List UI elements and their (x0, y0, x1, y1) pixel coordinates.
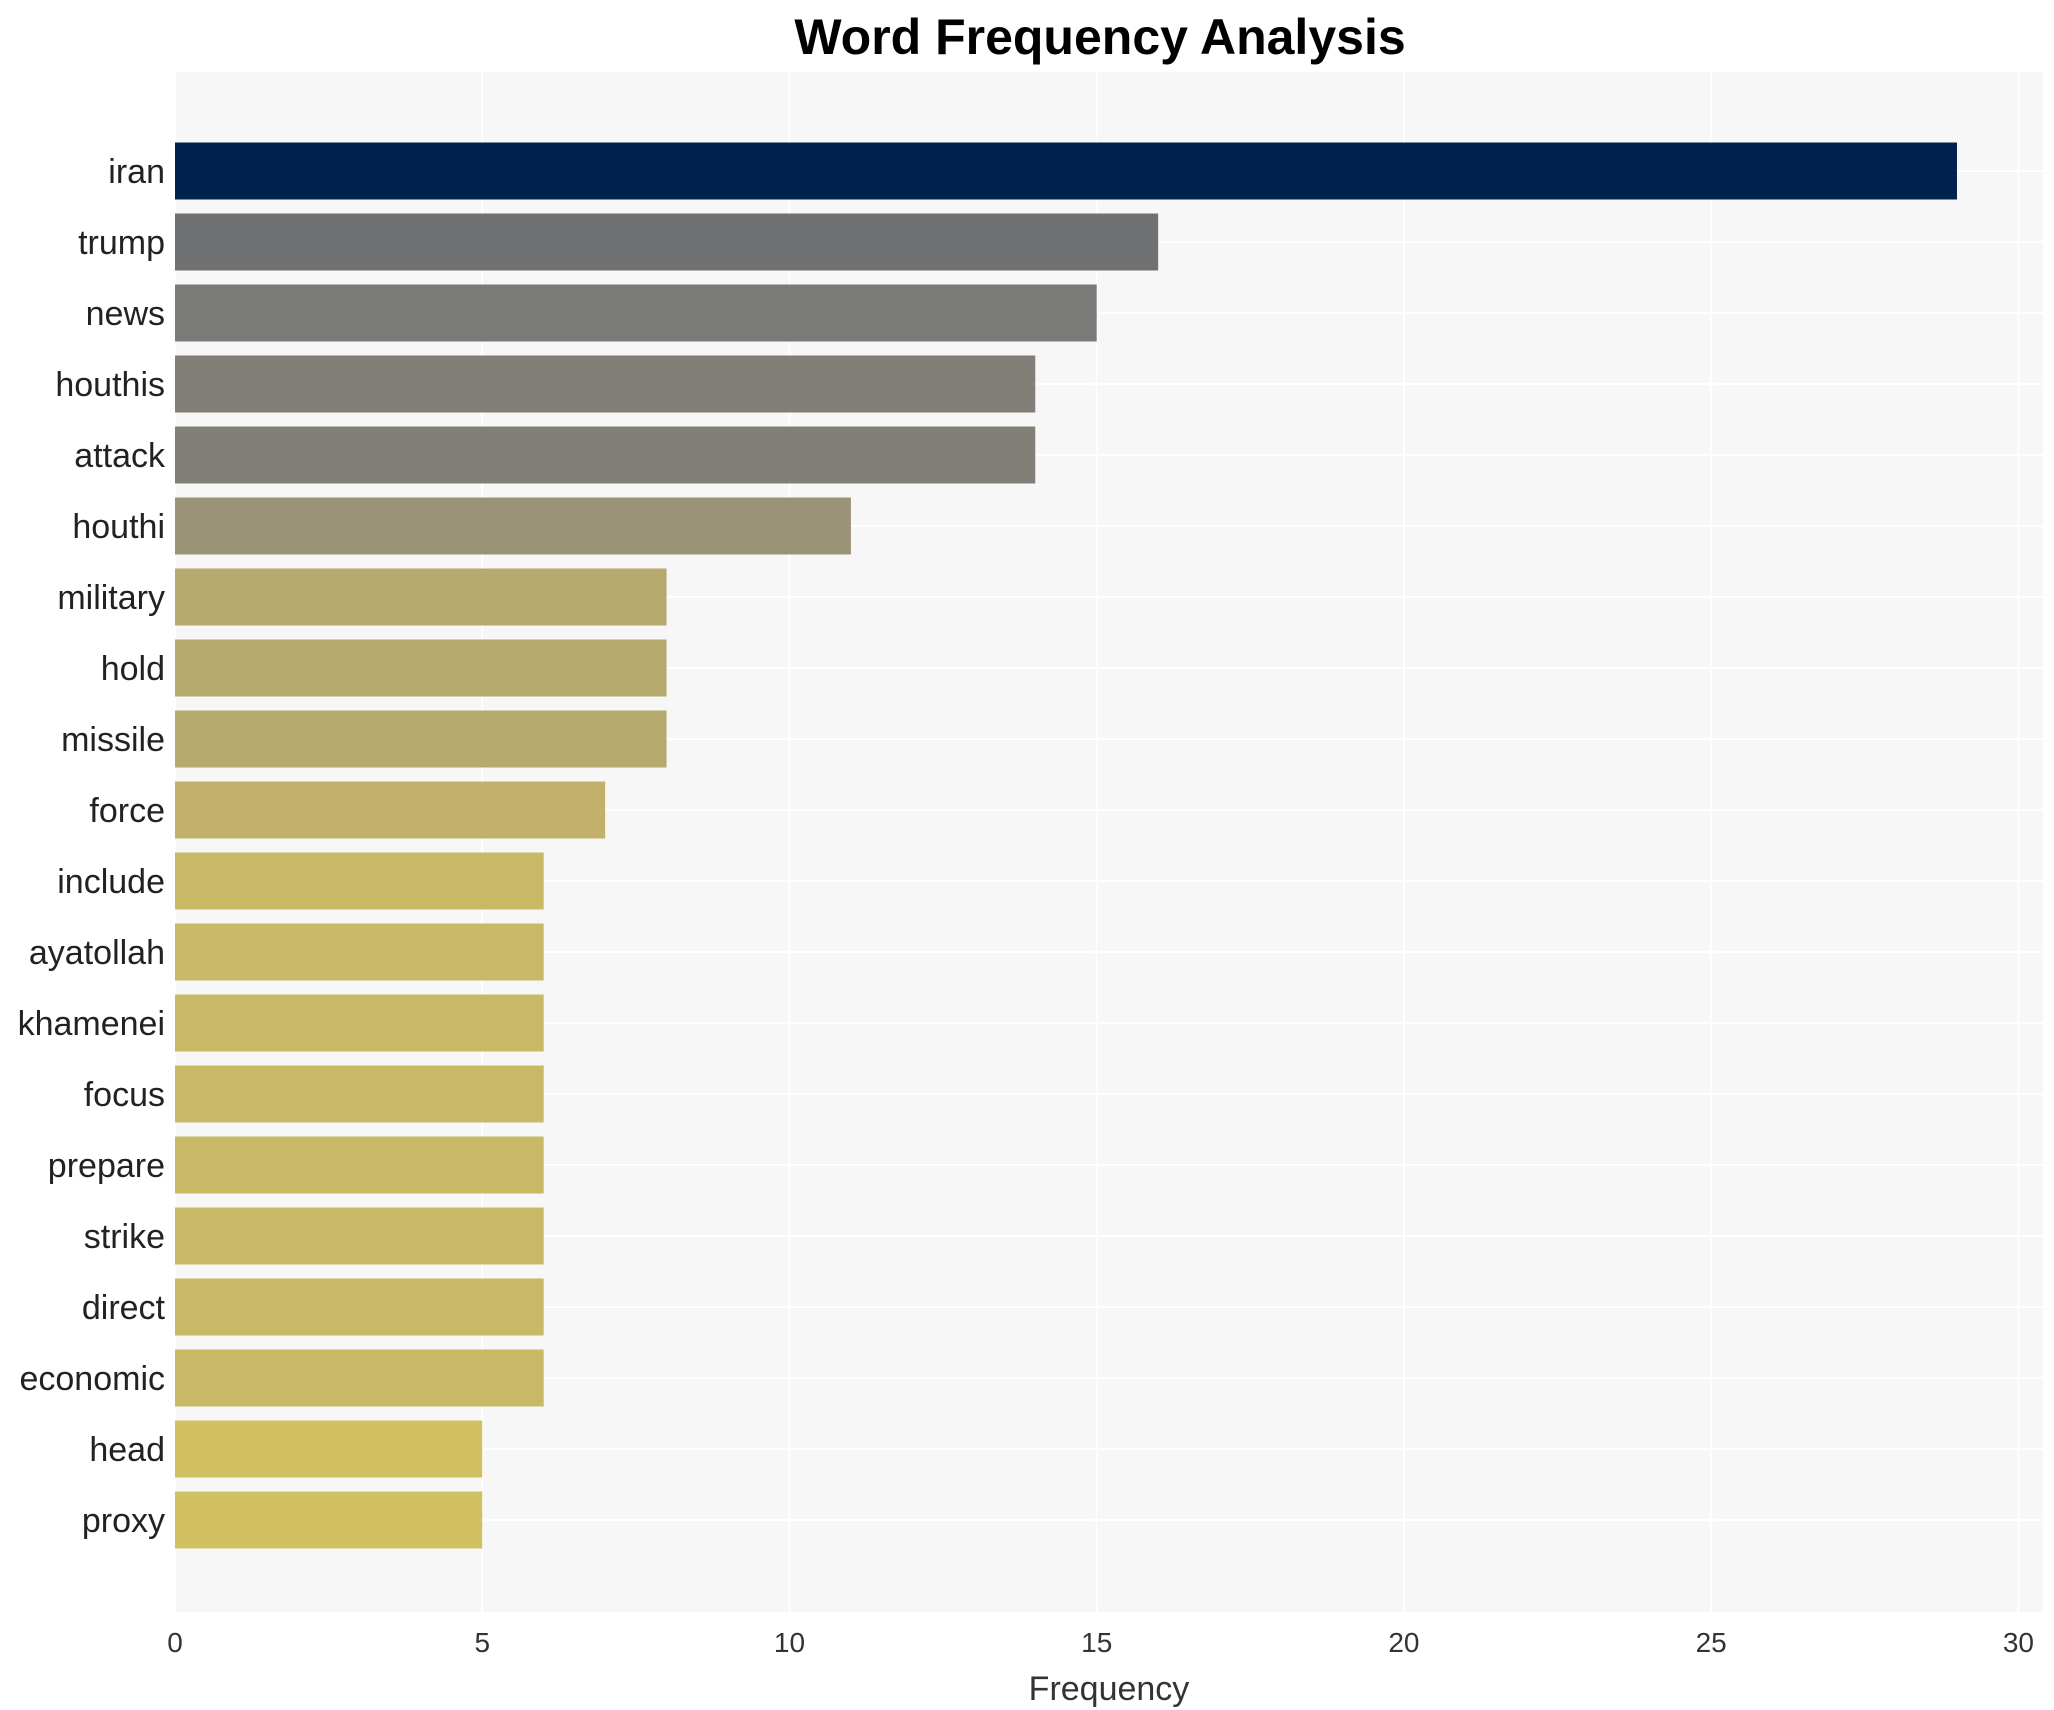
category-label: attack (74, 437, 166, 475)
category-label: news (86, 295, 165, 333)
category-label: iran (108, 153, 165, 191)
category-label: houthi (72, 508, 165, 546)
bars (175, 142, 1957, 1549)
bar-trump (175, 213, 1159, 271)
bar-strike (175, 1207, 544, 1265)
chart-title: Word Frequency Analysis (794, 9, 1406, 65)
x-tick-label: 5 (474, 1627, 490, 1658)
category-label: khamenei (18, 1005, 165, 1043)
category-label: strike (84, 1218, 165, 1256)
category-label: head (89, 1431, 165, 1469)
category-label: prepare (48, 1147, 165, 1185)
x-tick-label: 15 (1081, 1627, 1112, 1658)
bar-proxy (175, 1491, 483, 1549)
bar-houthi (175, 497, 851, 555)
bar-khamenei (175, 994, 544, 1052)
category-label: houthis (55, 366, 165, 404)
category-label: ayatollah (29, 934, 165, 972)
category-label: military (57, 579, 165, 617)
bar-news (175, 284, 1097, 342)
x-tick-label: 30 (2003, 1627, 2034, 1658)
x-tick-label: 20 (1388, 1627, 1419, 1658)
bar-focus (175, 1065, 544, 1123)
x-tick-labels: 0 5 10 15 20 25 30 (167, 1627, 2034, 1658)
bar-economic (175, 1349, 544, 1407)
bar-hold (175, 639, 667, 697)
x-tick-label: 0 (167, 1627, 183, 1658)
category-label: force (89, 792, 165, 830)
bar-ayatollah (175, 923, 544, 981)
x-axis-title: Frequency (1029, 1670, 1190, 1708)
bar-force (175, 781, 606, 839)
bar-houthis (175, 355, 1036, 413)
category-labels: iran trump news houthis attack houthi military… (18, 153, 166, 1540)
category-label: focus (84, 1076, 165, 1114)
category-label: include (57, 863, 165, 901)
category-label: proxy (82, 1502, 165, 1540)
category-label: hold (101, 650, 165, 688)
category-label: trump (78, 224, 165, 262)
x-tick-label: 25 (1696, 1627, 1727, 1658)
x-tick-label: 10 (774, 1627, 805, 1658)
bar-include (175, 852, 544, 910)
bar-head (175, 1420, 483, 1478)
bar-missile (175, 710, 667, 768)
bar-iran (175, 142, 1957, 200)
bar-prepare (175, 1136, 544, 1194)
bar-military (175, 568, 667, 626)
bar-direct (175, 1278, 544, 1336)
category-label: direct (82, 1289, 166, 1327)
bar-attack (175, 426, 1036, 484)
category-label: economic (19, 1360, 165, 1398)
category-label: missile (61, 721, 165, 759)
